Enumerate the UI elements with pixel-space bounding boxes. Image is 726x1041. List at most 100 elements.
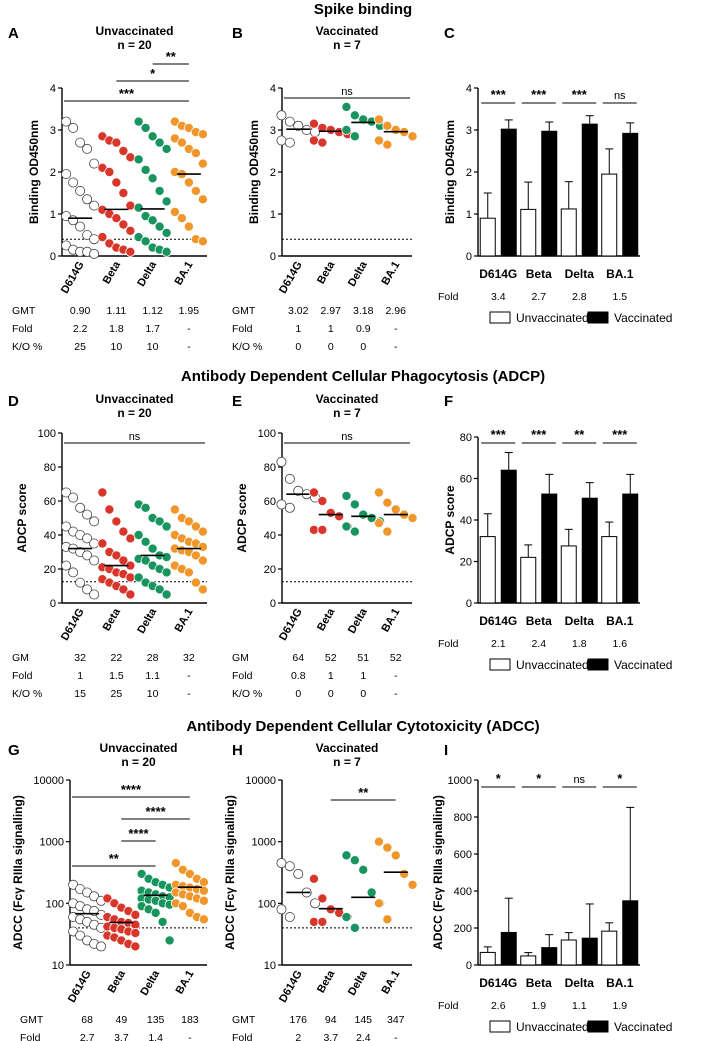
data-point: [111, 516, 122, 527]
y-tick-label: 1000: [448, 775, 472, 787]
legend-label-vaccinated: Vaccinated: [614, 658, 672, 672]
x-tick-label: Delta: [346, 259, 370, 289]
data-point: [349, 110, 360, 121]
table-cell: -: [187, 688, 191, 700]
data-point: [89, 516, 100, 527]
table-cell: 0: [295, 341, 301, 353]
data-point: [317, 524, 328, 535]
data-point: [118, 187, 129, 198]
data-point: [104, 504, 115, 515]
panel-subtitle: n = 7: [333, 406, 361, 420]
x-tick-label: D614G: [277, 260, 305, 296]
table-cell: 1: [328, 670, 334, 682]
data-point: [82, 194, 93, 205]
bar-unvaccinated: [520, 955, 537, 966]
data-point: [198, 914, 209, 925]
table-cell: 32: [74, 652, 86, 664]
table-cell: 52: [390, 652, 402, 664]
data-point: [308, 916, 319, 927]
data-point: [349, 855, 360, 866]
data-point: [310, 898, 321, 909]
table-cell: 176: [289, 1014, 307, 1026]
table-cell: 1.8: [109, 323, 124, 335]
data-point: [341, 101, 352, 112]
data-point: [61, 116, 72, 127]
significance-label: ***: [572, 87, 588, 102]
panel-label-e: E: [232, 393, 242, 410]
data-point: [198, 895, 209, 906]
table-cell: 135: [147, 1014, 165, 1026]
panel-label-c: C: [444, 25, 455, 42]
fold-value: 1.1: [572, 1000, 587, 1012]
data-point: [373, 518, 384, 529]
fold-label: Fold: [438, 638, 459, 650]
y-axis-label: Binding OD450nm: [247, 120, 261, 224]
table-row-label: Fold: [12, 670, 33, 682]
data-point: [133, 154, 144, 165]
bar-vaccinated: [622, 900, 639, 966]
legend-swatch-unvaccinated: [489, 311, 511, 324]
data-point: [341, 521, 352, 532]
data-point: [125, 225, 136, 236]
data-point: [317, 137, 328, 148]
table-cell: -: [394, 688, 398, 700]
data-point: [157, 916, 168, 927]
table-cell: 0: [328, 688, 334, 700]
table-cell: -: [187, 323, 191, 335]
legend-swatch-vaccinated: [587, 1020, 609, 1033]
table-cell: 1.12: [142, 305, 163, 317]
table-cell: 1.11: [107, 305, 127, 317]
bar-unvaccinated: [520, 556, 537, 604]
panel-label-h: H: [232, 742, 243, 759]
table-cell: 2.4: [356, 1032, 371, 1041]
table-row-label: Fold: [12, 323, 33, 335]
x-tick-label: Beta: [315, 968, 338, 995]
data-point: [111, 213, 122, 224]
data-point: [197, 555, 208, 566]
table-row-label: GMT: [20, 1014, 44, 1026]
data-point: [176, 213, 187, 224]
bar-vaccinated: [581, 497, 598, 604]
y-tick-label: 4: [50, 83, 56, 95]
y-tick-label: 1000: [40, 837, 64, 849]
data-point: [284, 473, 295, 484]
data-point: [89, 200, 100, 211]
x-tick-label: Delta: [346, 606, 370, 636]
y-tick-label: 0: [466, 960, 472, 972]
fold-value: 2.1: [491, 638, 506, 650]
table-row-label: Fold: [232, 323, 253, 335]
legend-label-unvaccinated: Unvaccinated: [516, 658, 589, 672]
table-cell: 22: [111, 652, 123, 664]
data-point: [183, 516, 194, 527]
data-point: [197, 129, 208, 140]
fold-value: 2.6: [491, 1000, 506, 1012]
x-tick-label: Beta: [315, 259, 338, 286]
x-tick-label: Beta: [101, 606, 124, 633]
y-tick-label: 200: [454, 923, 472, 935]
x-tick-label: Beta: [526, 614, 552, 628]
bar-vaccinated: [581, 937, 598, 966]
panel-d-axes: 0 20 40 60 80 100 ADCP score ns D614G Beta Delta BA…: [15, 428, 208, 643]
data-point: [390, 504, 401, 515]
y-axis-label: Binding OD450nm: [27, 120, 41, 224]
data-point: [382, 526, 393, 537]
bar-vaccinated: [500, 931, 517, 966]
x-tick-label: BA.1: [379, 260, 402, 288]
data-point: [75, 221, 86, 232]
significance-label: ****: [146, 804, 167, 819]
table-cell: 3.7: [114, 1032, 129, 1041]
y-tick-label: 100: [46, 898, 64, 910]
y-tick-label: 40: [44, 530, 56, 542]
data-point: [130, 909, 141, 920]
data-point: [358, 864, 369, 875]
x-tick-label: Beta: [101, 259, 124, 286]
data-point: [161, 521, 172, 532]
data-point: [382, 497, 393, 508]
data-point: [111, 177, 122, 188]
data-point: [118, 526, 129, 537]
table-row-label: K/O %: [12, 688, 42, 700]
data-point: [382, 139, 393, 150]
data-point: [104, 166, 115, 177]
x-tick-label: D614G: [479, 976, 517, 990]
data-point: [349, 526, 360, 537]
